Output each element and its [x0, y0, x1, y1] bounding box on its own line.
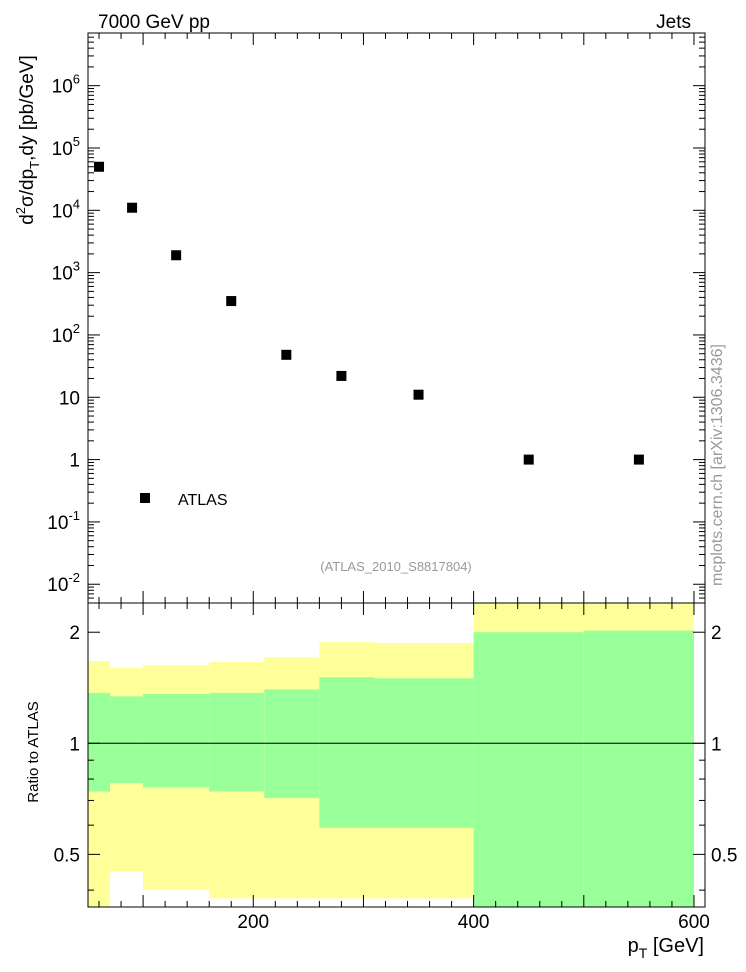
header-left: 7000 GeV pp	[98, 12, 210, 33]
green-band-bin	[88, 692, 111, 792]
green-band-bin	[583, 630, 694, 907]
x-tick-label: 200	[237, 912, 269, 933]
main-y-tick-label: 10-2	[47, 570, 80, 596]
x-axis-label: pT [GeV]	[628, 935, 704, 961]
data-point	[413, 389, 424, 400]
data-point	[523, 454, 534, 465]
green-band-bin	[374, 678, 474, 828]
side-credit-label: mcplots.cern.ch [arXiv:1306.3436]	[709, 344, 726, 586]
main-y-tick-label: 1	[69, 451, 80, 472]
green-band-bin	[319, 677, 375, 828]
ylabel-post: ,dy [pb/GeV]	[17, 55, 38, 161]
ylabel-pre: d	[17, 214, 38, 225]
green-band-bin	[209, 692, 265, 792]
ratio-axes: 0.5 0.5 1 1 2 2 200 400 600	[54, 603, 737, 933]
main-y-tick-label: 10-1	[47, 508, 80, 534]
header-right: Jets	[656, 12, 691, 33]
main-panel-frame	[87, 32, 706, 604]
ratio-y-tick-label: 1	[69, 734, 80, 755]
xlabel-main: p	[628, 935, 639, 957]
green-band-bin	[143, 694, 210, 788]
main-y-axis: 10-2 10-1 1 10 102 103 104 105 106	[47, 32, 705, 604]
data-point	[127, 202, 138, 213]
data-point	[633, 454, 644, 465]
ylabel-sup: 2	[13, 207, 28, 214]
xlabel-sub: T	[639, 945, 648, 961]
x-tick-label: 400	[458, 912, 490, 933]
ylabel-sub: T	[27, 161, 42, 169]
ratio-bands	[88, 603, 694, 907]
main-y-tick-label: 102	[52, 321, 80, 347]
ratio-y-tick-label: 0.5	[54, 845, 80, 866]
xlabel-post: [GeV]	[647, 935, 704, 957]
analysis-tag: (ATLAS_2010_S8817804)	[320, 559, 472, 574]
atlas-data-points	[94, 161, 644, 465]
green-band-bin	[110, 696, 144, 784]
ratio-y-axis-label: Ratio to ATLAS	[25, 701, 42, 802]
data-point	[226, 296, 237, 307]
x-tick-label: 600	[678, 912, 710, 933]
ylabel-mid: σ/dp	[17, 169, 38, 207]
main-y-tick-label: 10	[59, 388, 80, 409]
green-band-bin	[473, 632, 584, 907]
ratio-y-tick-label: 2	[69, 623, 80, 644]
ratio-y-tick-label-right: 2	[711, 623, 722, 644]
ratio-panel-frame	[87, 602, 706, 908]
main-y-tick-label: 106	[52, 72, 80, 98]
ratio-y-tick-label-right: 0.5	[711, 845, 737, 866]
data-point	[171, 250, 182, 261]
main-y-tick-label: 104	[52, 196, 80, 222]
ratio-y-tick-label-right: 1	[711, 734, 722, 755]
legend-marker	[140, 493, 150, 503]
main-y-tick-label: 105	[52, 134, 80, 160]
legend-label: ATLAS	[178, 492, 228, 509]
main-y-axis-label: d2σ/dpT,dy [pb/GeV]	[13, 55, 42, 225]
data-point	[336, 370, 347, 381]
data-point	[281, 349, 292, 360]
main-y-tick-label: 103	[52, 259, 80, 285]
data-point	[94, 161, 105, 172]
